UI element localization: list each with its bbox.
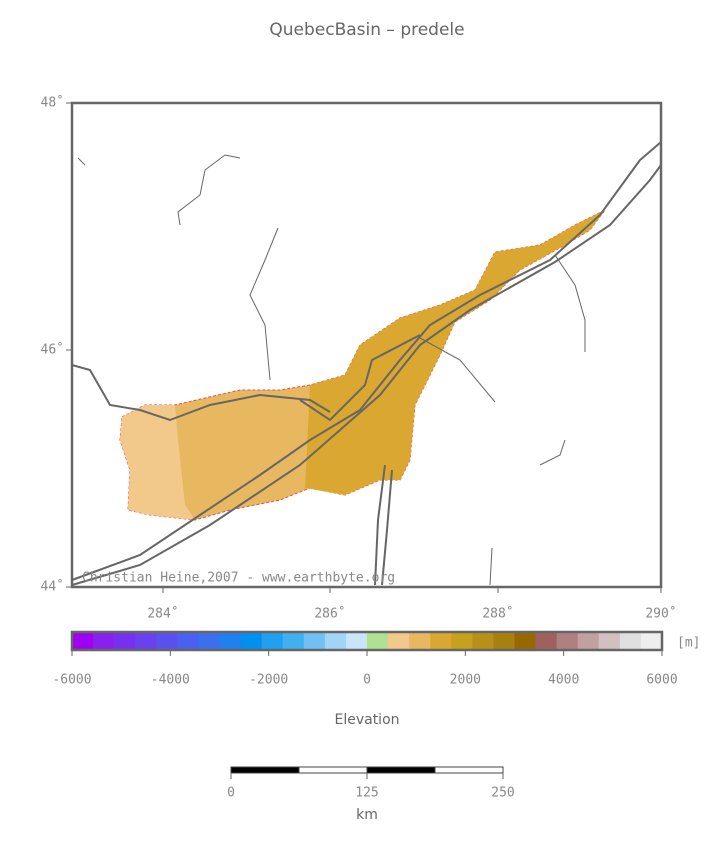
colorbar-swatch bbox=[303, 632, 326, 650]
credit: Christian Heine,2007 - www.earthbyte.org bbox=[82, 571, 395, 586]
scalebar-segment bbox=[230, 766, 300, 774]
map-frame: Christian Heine,2007 - www.earthbyte.org bbox=[70, 101, 663, 589]
colorbar-unit: [m] bbox=[677, 636, 700, 651]
colorbar-tick-label: 2000 bbox=[450, 673, 481, 688]
colorbar-swatch bbox=[451, 632, 473, 650]
colorbar-swatch bbox=[598, 632, 621, 650]
colorbar-swatch bbox=[135, 632, 157, 650]
colorbar: [m] Elevation bbox=[334, 636, 700, 729]
lon-label: 284˚ bbox=[147, 606, 178, 622]
lat-label: 46˚ bbox=[41, 342, 64, 358]
colorbar-swatch bbox=[409, 632, 431, 650]
colorbar-swatch bbox=[93, 632, 115, 650]
scalebar-segment bbox=[366, 766, 436, 774]
colorbar-swatch bbox=[240, 632, 263, 650]
colorbar-swatch bbox=[156, 632, 178, 650]
colorbar-swatch bbox=[577, 632, 600, 650]
lon-label: 286˚ bbox=[314, 606, 345, 622]
colorbar-swatch bbox=[367, 632, 389, 650]
colorbar-swatch bbox=[345, 632, 368, 650]
lon-label: 288˚ bbox=[482, 606, 513, 622]
colorbar-swatch bbox=[198, 632, 220, 650]
colorbar-swatch bbox=[282, 632, 305, 650]
scalebar-unit: km bbox=[356, 807, 378, 823]
colorbar-swatch bbox=[493, 632, 515, 650]
colorbar-swatch bbox=[261, 632, 284, 650]
lat-label: 44˚ bbox=[41, 579, 64, 595]
colorbar-swatch bbox=[324, 632, 347, 650]
lon-label: 290˚ bbox=[645, 606, 676, 622]
scalebar-tick-label: 0 bbox=[227, 786, 235, 801]
colorbar-swatch bbox=[619, 632, 642, 650]
colorbar-swatch bbox=[388, 632, 410, 650]
scalebar-tick-label: 125 bbox=[355, 786, 378, 801]
colorbar-swatch bbox=[177, 632, 199, 650]
colorbar-swatch bbox=[114, 632, 136, 650]
colorbar-swatch bbox=[556, 632, 579, 650]
title: QuebecBasin – predele bbox=[269, 20, 464, 40]
scalebar-segment bbox=[298, 766, 368, 774]
colorbar-swatch bbox=[72, 632, 94, 650]
scalebar-tick-label: 250 bbox=[491, 786, 514, 801]
colorbar-tick-label: -2000 bbox=[249, 673, 288, 688]
lat-label: 48˚ bbox=[41, 95, 64, 111]
colorbar-label: Elevation bbox=[334, 712, 399, 728]
colorbar-swatch bbox=[430, 632, 452, 650]
colorbar-tick-label: 6000 bbox=[646, 673, 677, 688]
colorbar-swatch bbox=[535, 632, 558, 650]
colorbar-tick-label: -4000 bbox=[151, 673, 190, 688]
scalebar-segment bbox=[434, 766, 504, 774]
colorbar-tick-label: 0 bbox=[363, 673, 371, 688]
colorbar-swatch bbox=[219, 632, 242, 650]
colorbar-swatch bbox=[514, 632, 537, 650]
colorbar-swatch bbox=[640, 632, 663, 650]
colorbar-swatch bbox=[472, 632, 494, 650]
colorbar-tick-label: -6000 bbox=[52, 673, 91, 688]
scalebar: km bbox=[356, 807, 378, 823]
colorbar-tick-label: 4000 bbox=[548, 673, 579, 688]
